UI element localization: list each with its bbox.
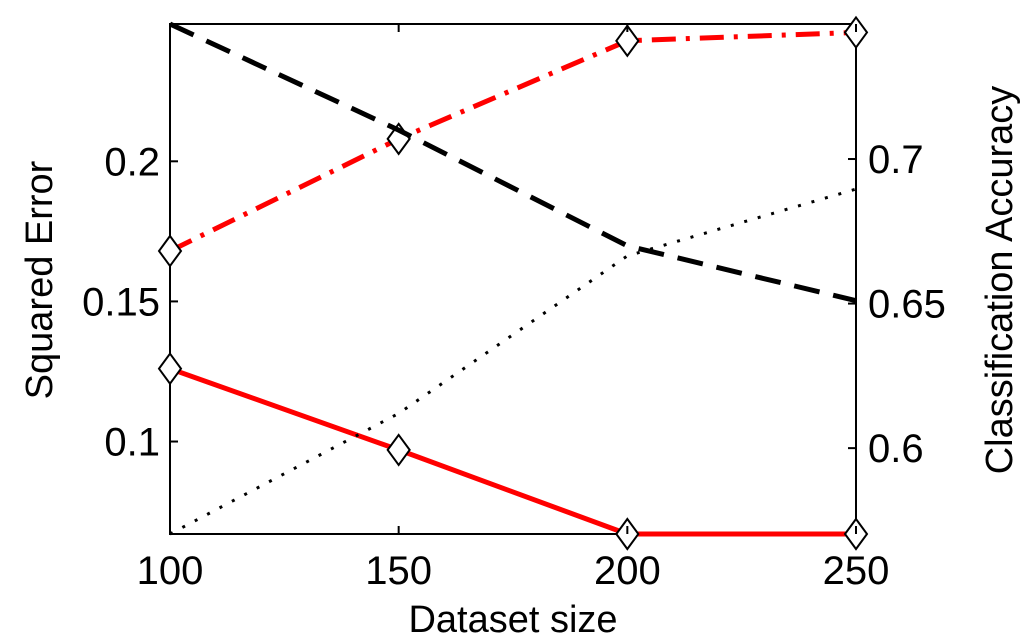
series-marker-2 <box>843 15 869 50</box>
series-marker-1 <box>157 351 183 386</box>
y-left-tick-label: 0.2 <box>104 140 160 184</box>
y-left-tick-label: 0.15 <box>82 280 160 324</box>
y-axis-title-left: Squared Error <box>19 160 61 399</box>
y-right-tick-label: 0.65 <box>868 283 946 327</box>
x-tick-label: 150 <box>365 549 432 593</box>
y-right-tick-label: 0.7 <box>868 138 924 182</box>
series-line-3 <box>168 21 857 304</box>
y-left-tick-label: 0.1 <box>104 421 160 465</box>
ticks-layer: 100 150 200 250 0.1 0.15 0.2 0.6 0.65 0.7 <box>82 24 946 593</box>
x-tick-label: 250 <box>823 549 890 593</box>
y-axis-title-right: Classification Accuracy <box>979 86 1021 475</box>
series-marker-2 <box>615 24 640 58</box>
x-tick-label: 200 <box>594 549 661 593</box>
x-axis-title: Dataset size <box>408 599 617 641</box>
series-line-1 <box>169 366 856 537</box>
series-marker-1 <box>386 433 411 467</box>
series-marker-2 <box>157 234 183 268</box>
y-right-tick-label: 0.6 <box>868 427 924 471</box>
series-layer <box>157 15 869 551</box>
plot-frame <box>169 23 857 535</box>
x-tick-label: 100 <box>137 549 204 593</box>
